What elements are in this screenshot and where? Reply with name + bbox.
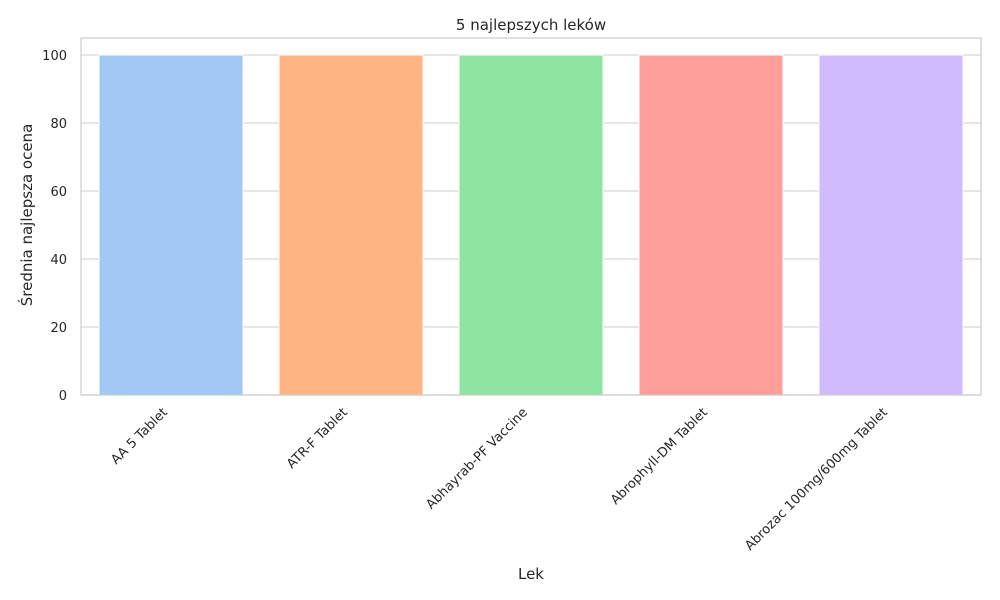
y-tick-label: 0: [59, 389, 67, 404]
bar: [278, 54, 424, 396]
y-tick-label: 20: [50, 321, 67, 336]
bar: [458, 54, 604, 396]
bar: [98, 54, 244, 396]
y-tick-label: 80: [50, 117, 67, 132]
x-tick-label: Abrophyll-DM Tablet: [608, 405, 711, 508]
x-axis-label: Lek: [518, 565, 544, 583]
x-tick-label: AA 5 Tablet: [108, 405, 171, 468]
y-tick-label: 100: [42, 49, 67, 64]
x-tick-label: Abrozac 100mg/600mg Tablet: [742, 405, 890, 553]
y-axis-label: Średnia najlepsza ocena: [17, 124, 36, 307]
y-tick-label: 40: [50, 253, 67, 268]
plot-frame: [80, 37, 982, 396]
plot-area: 0 20 40 60 80 100 AA 5 Tablet ATR-F Tablet Abhay…: [42, 37, 982, 554]
bar: [818, 54, 964, 396]
bar: [638, 54, 784, 396]
chart-title: 5 najlepszych leków: [456, 16, 606, 34]
y-tick-label: 60: [50, 185, 67, 200]
x-tick-label: ATR-F Tablet: [284, 405, 351, 472]
x-tick-label: Abhayrab-PF Vaccine: [424, 405, 531, 512]
